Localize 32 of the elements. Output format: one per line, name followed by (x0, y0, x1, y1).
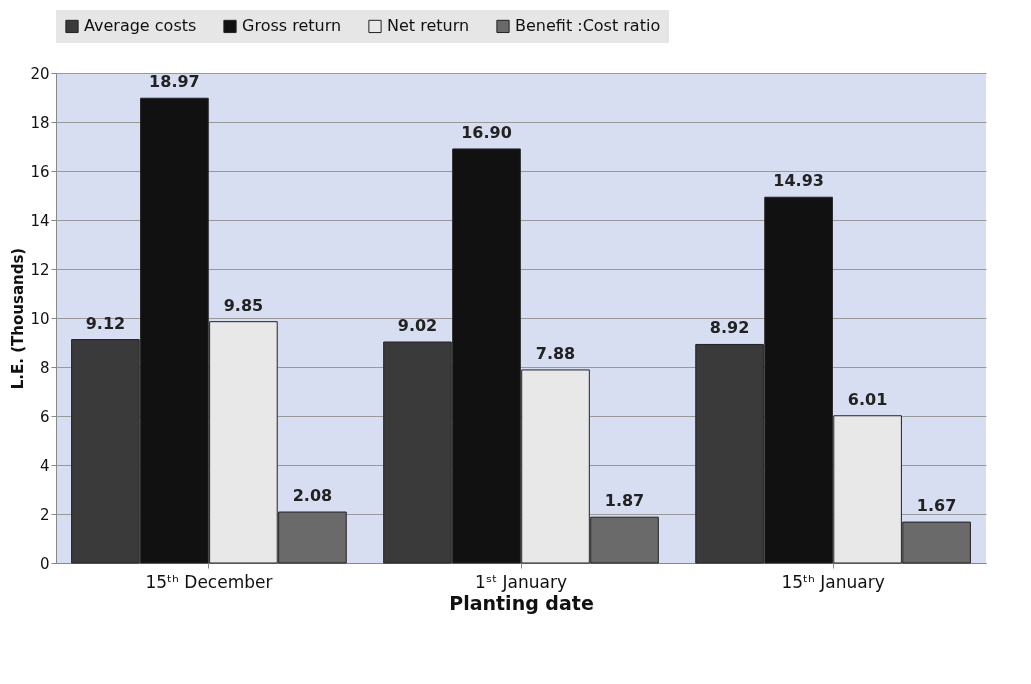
y-axis-title: L.E. (Thousands) (9, 247, 28, 390)
data-label: 14.93 (773, 171, 824, 191)
data-label: 9.85 (223, 295, 264, 315)
y-tick-label: 10 (30, 309, 50, 328)
data-label: 7.88 (535, 343, 576, 363)
data-label: 1.67 (916, 496, 957, 516)
data-label: 9.02 (397, 316, 438, 336)
y-tick-label: 12 (30, 260, 50, 279)
x-axis-title: Planting date (449, 591, 594, 614)
y-tick-label: 18 (30, 113, 50, 132)
legend-label: Benefit :Cost ratio (515, 16, 661, 36)
legend-label: Gross return (242, 16, 342, 36)
legend-label: Net return (387, 16, 470, 36)
y-tick-label: 2 (39, 505, 50, 524)
data-label: 18.97 (149, 72, 200, 92)
x-tick-label: 15ᵗʰ December (145, 571, 273, 592)
data-label: 6.01 (847, 389, 888, 409)
data-label: 9.12 (85, 313, 126, 333)
data-label: 1.87 (604, 491, 645, 511)
y-tick-label: 14 (30, 211, 50, 230)
x-tick-label: 15ᵗʰ January (781, 571, 885, 592)
y-tick-label: 20 (30, 64, 50, 83)
legend-label: Average costs (84, 16, 197, 36)
x-tick-label: 1ˢᵗ January (474, 571, 568, 592)
data-label: 8.92 (709, 318, 750, 338)
y-tick-label: 8 (39, 358, 50, 377)
data-label: 16.90 (461, 122, 512, 142)
y-tick-label: 6 (39, 407, 50, 426)
y-tick-label: 0 (39, 554, 50, 573)
data-label: 2.08 (292, 486, 333, 506)
y-tick-label: 4 (39, 456, 50, 475)
y-tick-label: 16 (30, 162, 50, 181)
